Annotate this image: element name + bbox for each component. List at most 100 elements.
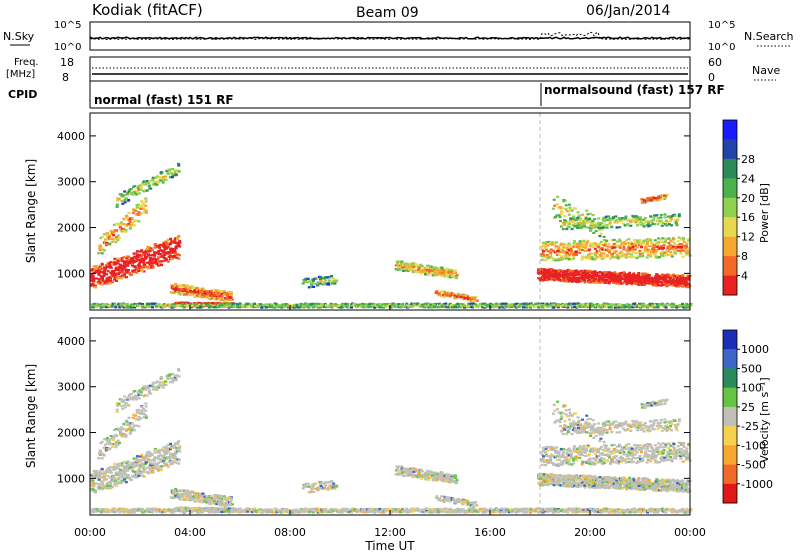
velocity-cell xyxy=(164,462,168,465)
y-tick-label: 4000 xyxy=(57,130,85,143)
velocity-cell xyxy=(165,448,169,451)
power-cell xyxy=(610,276,614,279)
power-cell xyxy=(230,293,233,296)
power-cell xyxy=(164,304,168,307)
power-cell xyxy=(513,303,517,306)
power-cell xyxy=(677,236,681,239)
power-cell xyxy=(670,253,674,256)
power-cell xyxy=(123,201,127,204)
velocity-cell xyxy=(153,388,157,391)
power-cell xyxy=(554,270,558,273)
power-cell xyxy=(400,267,404,270)
power-cell xyxy=(104,238,107,241)
velocity-cell xyxy=(120,479,124,482)
power-cell xyxy=(583,276,587,279)
power-cell xyxy=(330,275,334,278)
power-cell xyxy=(162,175,166,178)
power-cell xyxy=(197,289,201,292)
power-cell xyxy=(569,303,573,306)
power-cell xyxy=(575,253,578,257)
power-cell xyxy=(650,280,654,283)
power-cell xyxy=(586,277,590,280)
power-cell xyxy=(615,240,619,243)
power-cell xyxy=(141,257,144,260)
power-cell xyxy=(659,278,663,281)
velocity-cell xyxy=(125,462,129,465)
power-cell xyxy=(292,305,296,308)
y-tick-label: 1000 xyxy=(57,267,85,280)
power-cell xyxy=(592,279,596,282)
velocity-cell xyxy=(145,385,149,388)
power-cell xyxy=(594,272,598,275)
power-cell xyxy=(114,236,118,239)
power-cell xyxy=(127,199,131,202)
power-cell xyxy=(323,305,327,308)
power-cell xyxy=(680,237,684,240)
cpid-mode-2: normalsound (fast) 157 RF xyxy=(544,83,725,97)
power-cell xyxy=(198,287,202,290)
power-cell xyxy=(654,275,658,278)
power-cell xyxy=(574,269,578,272)
power-cell xyxy=(318,306,322,309)
velocity-cell xyxy=(131,427,135,430)
power-cell xyxy=(192,290,196,293)
power-cell xyxy=(677,213,681,216)
power-cell xyxy=(111,281,114,284)
velocity-cell xyxy=(114,428,118,431)
power-cell xyxy=(579,273,583,276)
power-cell xyxy=(166,246,170,249)
velocity-cell xyxy=(133,389,137,393)
power-cell xyxy=(302,280,306,283)
power-cell xyxy=(131,211,135,214)
velocity-cell xyxy=(96,476,100,479)
power-cell xyxy=(314,282,318,285)
velocity-cell xyxy=(157,461,160,465)
power-cell xyxy=(600,254,603,258)
power-cell xyxy=(670,282,674,285)
power-cell xyxy=(552,279,556,282)
power-cell xyxy=(108,265,112,268)
power-cell xyxy=(194,290,198,294)
power-cell xyxy=(200,289,204,293)
power-cell xyxy=(435,273,439,276)
velocity-cell xyxy=(114,471,118,474)
power-cell xyxy=(614,280,618,283)
power-cell xyxy=(638,275,642,279)
power-cell xyxy=(552,270,556,273)
power-cell xyxy=(195,302,199,305)
power-cell xyxy=(427,306,431,309)
velocity-cell xyxy=(113,483,117,486)
power-cell xyxy=(652,246,656,250)
velocity-cell xyxy=(120,473,124,476)
power-cell xyxy=(638,304,642,307)
power-cell xyxy=(159,253,163,256)
power-cell xyxy=(306,277,310,280)
power-cell xyxy=(126,306,129,309)
power-cell xyxy=(307,280,311,283)
power-cell xyxy=(601,272,605,276)
power-cell xyxy=(646,241,649,244)
power-cell xyxy=(113,278,117,281)
power-cell xyxy=(508,303,512,306)
power-cell xyxy=(431,269,434,272)
power-cell xyxy=(172,256,176,259)
velocity-cell xyxy=(131,398,135,401)
power-cell xyxy=(438,302,442,305)
power-cell xyxy=(262,303,266,307)
power-cell xyxy=(667,223,671,226)
power-cell xyxy=(672,303,676,306)
power-cell xyxy=(645,224,649,227)
power-cell xyxy=(640,254,644,257)
power-cell xyxy=(665,193,669,196)
power-cell xyxy=(332,280,336,283)
velocity-cell xyxy=(98,476,102,479)
power-cell xyxy=(563,305,566,308)
velocity-cell xyxy=(99,450,103,454)
velocity-cell xyxy=(137,397,141,400)
power-cell xyxy=(396,264,400,267)
power-cell xyxy=(648,196,652,199)
power-cell xyxy=(687,278,691,281)
velocity-cell xyxy=(155,463,159,466)
power-cell xyxy=(640,276,644,279)
power-cell xyxy=(632,274,636,277)
